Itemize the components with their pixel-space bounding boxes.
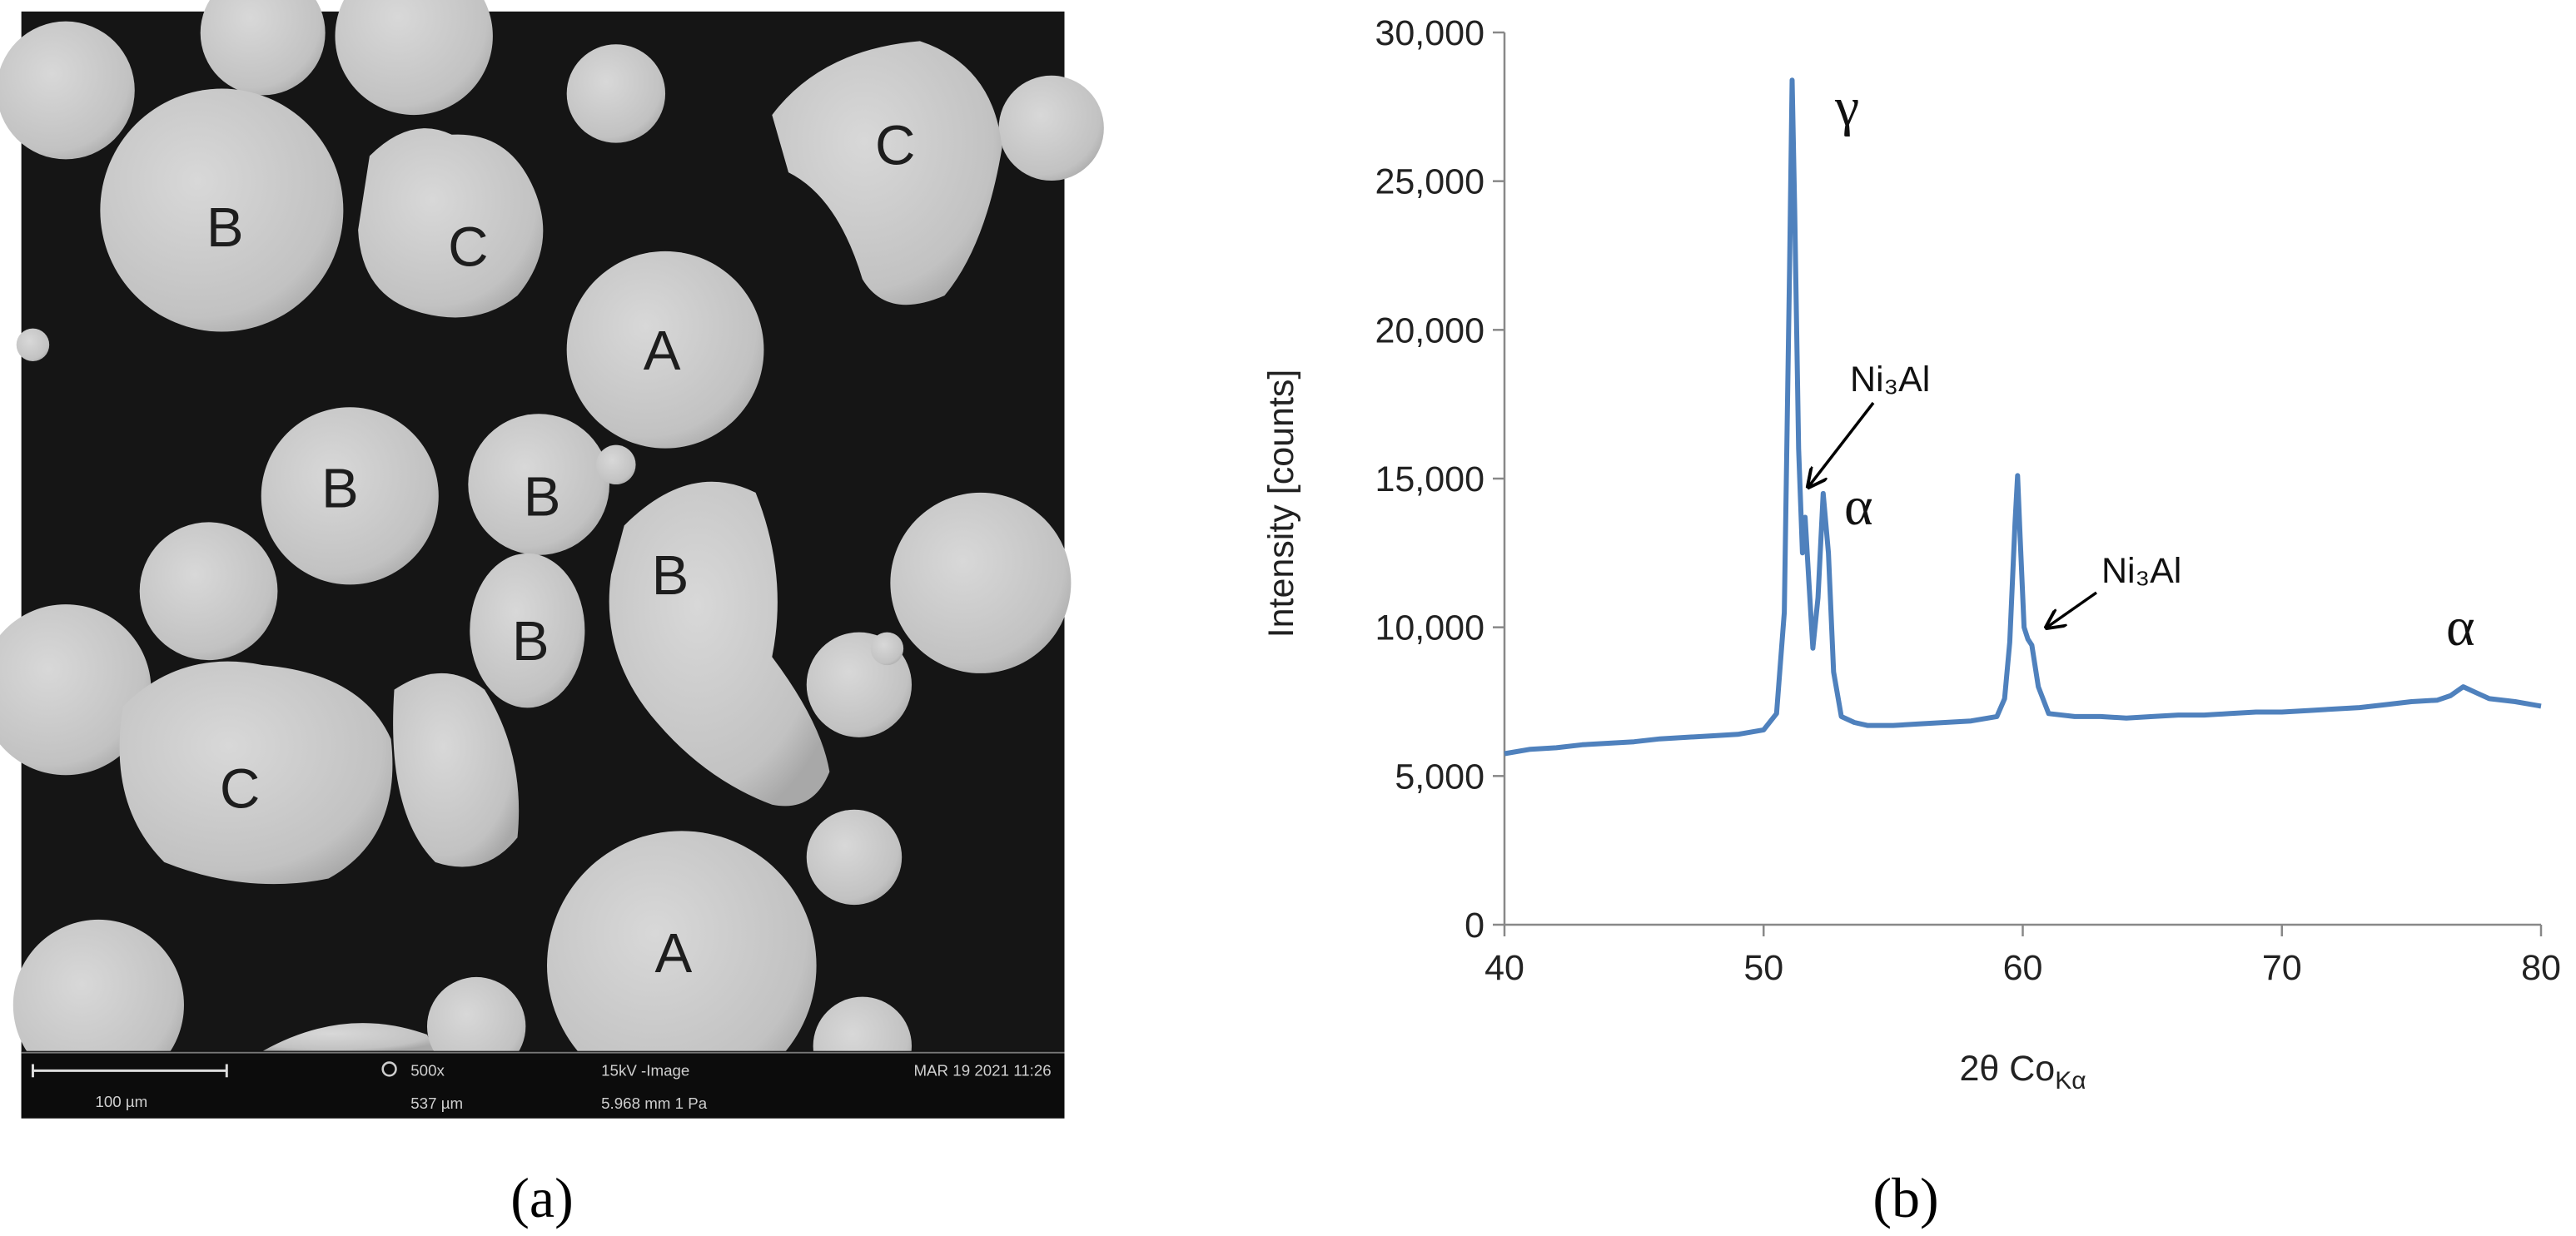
- particle-label: B: [206, 196, 244, 259]
- particle-label: A: [655, 922, 693, 985]
- x-axis-label-subscript: Kα: [2055, 1067, 2086, 1095]
- data-line: [1504, 77, 2542, 757]
- x-axis-label-main: 2θ Co: [1959, 1049, 2055, 1089]
- y-tick-label: 15,000: [1375, 459, 1484, 499]
- particle-label: C: [220, 758, 260, 821]
- particle-label: C: [448, 216, 488, 279]
- annotation: Ni₃Al: [1850, 360, 1930, 400]
- x-tick-label: 40: [1484, 948, 1524, 988]
- particle-label: C: [875, 114, 915, 176]
- x-tick-label: 70: [2262, 948, 2302, 988]
- x-tick-label: 80: [2521, 948, 2561, 988]
- annotation: α: [1844, 476, 1873, 537]
- x-tick-label: 50: [1743, 948, 1783, 988]
- particle-label: B: [321, 458, 359, 520]
- caption-a: (a): [510, 1166, 573, 1229]
- y-tick-label: 0: [1465, 906, 1484, 946]
- particle-label: A: [644, 320, 681, 382]
- y-tick-label: 20,000: [1375, 310, 1484, 350]
- y-tick-label: 5,000: [1395, 757, 1484, 797]
- y-tick-label: 25,000: [1375, 162, 1484, 202]
- annotation-arrow: [2046, 591, 2098, 628]
- particle-label: B: [652, 544, 689, 607]
- info-bar: [21, 1050, 1065, 1119]
- annotation: α: [2446, 597, 2475, 658]
- y-axis-label: Intensity [counts]: [1261, 370, 1301, 638]
- xrd-chart: 0 5,000 10,000 15,000 20,000 25,000 30,000 40 50…: [1261, 13, 2561, 1095]
- particle-label: B: [512, 610, 550, 673]
- y-tick-label: 30,000: [1375, 13, 1484, 53]
- working-distance: 5.968 mm 1 Pa: [601, 1095, 708, 1112]
- magnification: 500x: [410, 1061, 445, 1079]
- annotation-arrow: [1808, 401, 1875, 487]
- info-texts: 100 µm 500x 537 µm 15kV -Image 5.968 mm …: [95, 1061, 1051, 1111]
- mode: 15kV -Image: [601, 1061, 689, 1079]
- caption-b: (b): [1872, 1166, 1938, 1229]
- zoom-icon: [381, 1061, 397, 1077]
- sem-image: B C A B B B B C A C 100 µm 500x 537 µm 15kV -Imag…: [0, 0, 1104, 1119]
- particles: [0, 0, 1104, 1100]
- scale-bar-label: 100 µm: [95, 1093, 147, 1110]
- annotation: Ni₃Al: [2101, 551, 2181, 591]
- date: MAR 19 2021 11:26: [913, 1061, 1051, 1079]
- particle-labels: B C A B B B B C A C: [206, 114, 916, 985]
- particle-label: B: [524, 466, 561, 529]
- y-tick-label: 10,000: [1375, 608, 1484, 648]
- field-width: 537 µm: [410, 1095, 463, 1112]
- annotation: γ: [1834, 77, 1859, 137]
- x-axis-label: 2θ CoKα: [1959, 1049, 2086, 1095]
- x-tick-label: 60: [2003, 948, 2043, 988]
